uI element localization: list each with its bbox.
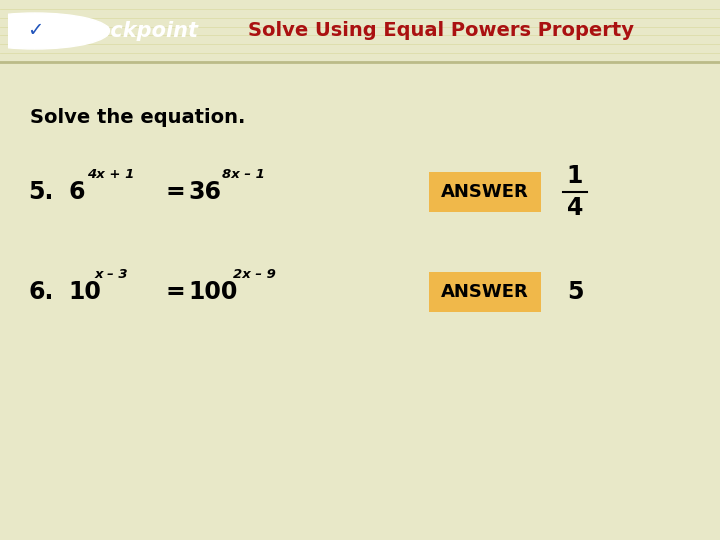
Text: 6: 6 — [68, 180, 84, 204]
Text: 8x – 1: 8x – 1 — [222, 167, 265, 180]
Text: 6.: 6. — [28, 280, 53, 304]
Text: 1: 1 — [567, 164, 583, 188]
Text: 5: 5 — [567, 280, 583, 304]
Text: 4: 4 — [567, 196, 583, 220]
Text: Checkpoint: Checkpoint — [66, 21, 198, 41]
Text: Solve Using Equal Powers Property: Solve Using Equal Powers Property — [248, 22, 634, 40]
Text: =: = — [165, 180, 185, 204]
Text: 100: 100 — [188, 280, 238, 304]
Text: 2x – 9: 2x – 9 — [233, 267, 276, 280]
Text: ANSWER: ANSWER — [441, 283, 529, 301]
Text: 10: 10 — [68, 280, 101, 304]
Text: x – 3: x – 3 — [95, 267, 129, 280]
FancyBboxPatch shape — [429, 272, 541, 312]
Text: 36: 36 — [188, 180, 221, 204]
Text: =: = — [165, 280, 185, 304]
FancyBboxPatch shape — [429, 172, 541, 212]
Text: ✓: ✓ — [27, 22, 43, 40]
Text: ANSWER: ANSWER — [441, 183, 529, 201]
Circle shape — [0, 13, 109, 49]
Text: 5.: 5. — [28, 180, 53, 204]
Text: 4x + 1: 4x + 1 — [87, 167, 135, 180]
Text: Solve the equation.: Solve the equation. — [30, 107, 246, 126]
